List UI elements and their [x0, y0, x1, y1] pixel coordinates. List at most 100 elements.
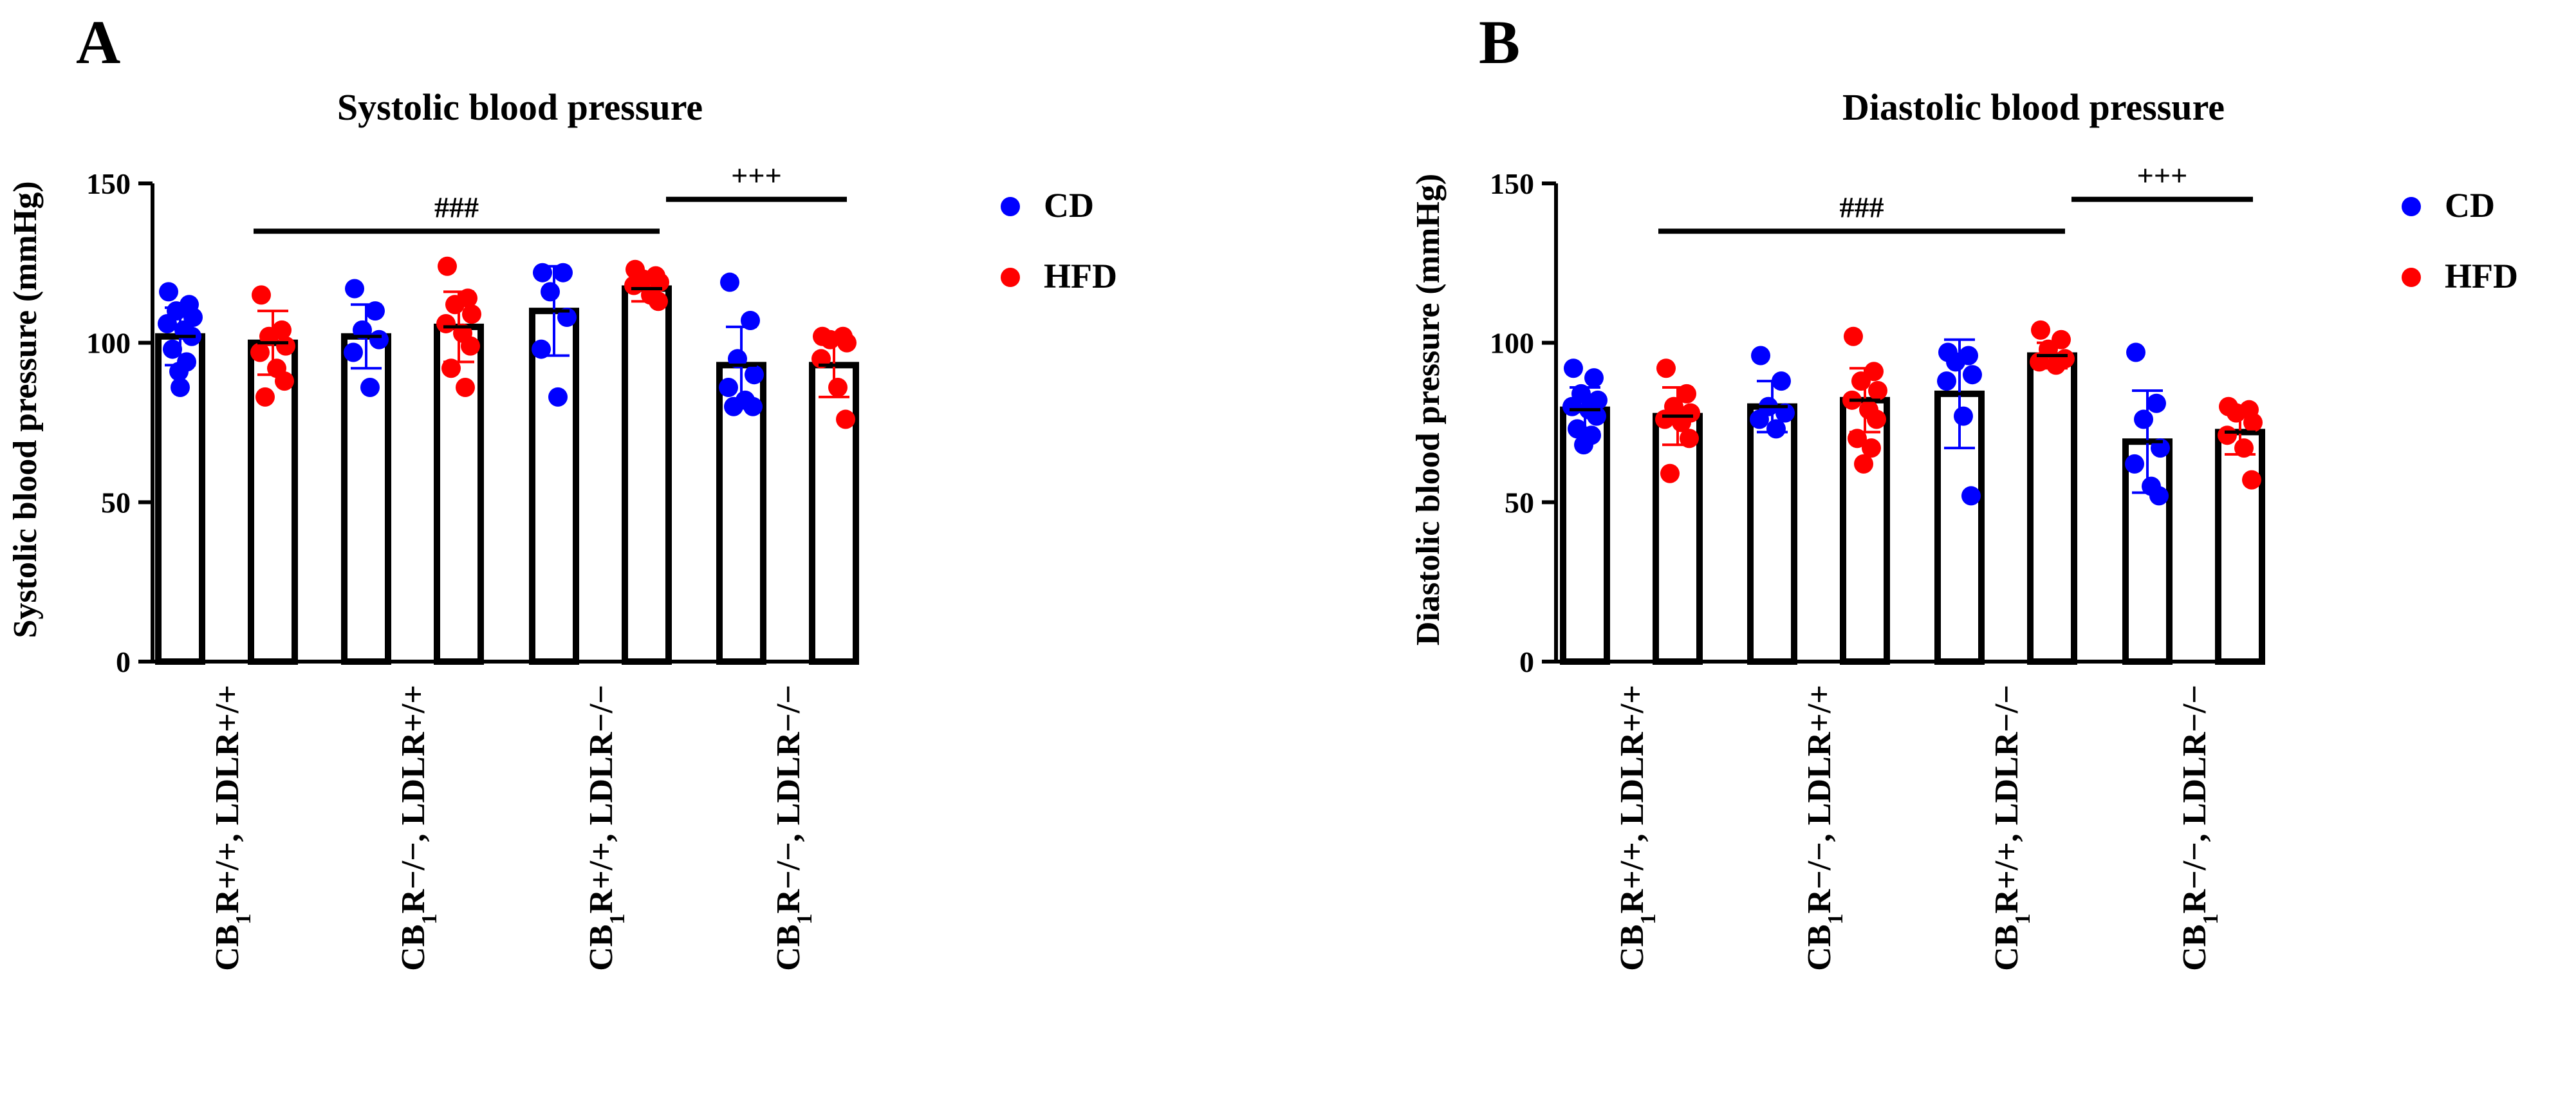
- panel-b: B Diastolic blood pressure Diastolic blood…: [1410, 8, 2518, 971]
- data-point-cd: [532, 339, 551, 359]
- data-point-cd: [171, 378, 190, 398]
- bar-hfd: [2215, 429, 2265, 665]
- category-label-suffix: R+/+, LDLR+/+: [1614, 685, 1651, 913]
- data-point-hfd: [837, 333, 857, 353]
- data-point-cd: [1751, 346, 1770, 366]
- y-tick-label: 50: [1505, 486, 1534, 519]
- data-point-cd: [533, 263, 552, 283]
- data-point-cd: [366, 301, 385, 321]
- data-point-cd: [548, 387, 568, 407]
- data-point-cd: [1564, 358, 1583, 378]
- significance-label: +++: [731, 159, 782, 192]
- data-point-cd: [159, 282, 178, 302]
- data-point-cd: [2134, 409, 2153, 429]
- category-label: CB1R+/+, LDLR+/+: [209, 685, 255, 971]
- bar-hfd: [809, 362, 859, 665]
- data-point-hfd: [2227, 403, 2246, 423]
- bar-hfd: [2027, 352, 2077, 665]
- data-point-hfd: [2243, 413, 2263, 432]
- data-point-hfd: [438, 256, 457, 276]
- y-tick-label: 100: [1490, 327, 1534, 360]
- y-tick-label: 0: [116, 645, 131, 678]
- data-point-hfd: [461, 336, 480, 356]
- bar-hfd: [434, 323, 484, 665]
- category-label-prefix: CB: [1801, 924, 1838, 970]
- category-label: CB1R−/−, LDLR−/−: [2176, 685, 2223, 971]
- y-tick-label: 150: [1490, 167, 1534, 200]
- legend-label-cd: CD: [2445, 186, 2495, 225]
- category-label: CB1R+/+, LDLR+/+: [1614, 685, 1660, 971]
- data-point-hfd: [1677, 384, 1696, 404]
- category-label-subscript: 1: [1636, 913, 1660, 924]
- data-point-hfd: [1844, 326, 1863, 346]
- data-point-hfd: [1862, 438, 1881, 458]
- significance-label: ###: [434, 190, 479, 223]
- data-point-cd: [719, 378, 738, 398]
- data-point-hfd: [445, 295, 465, 315]
- data-point-hfd: [1655, 409, 1674, 429]
- category-label: CB1R−/−, LDLR−/−: [770, 685, 817, 971]
- category-label-prefix: CB: [770, 924, 807, 970]
- y-tick-label: 0: [1519, 645, 1534, 678]
- data-point-cd: [344, 342, 363, 362]
- data-point-hfd: [2242, 470, 2261, 490]
- data-point-cd: [743, 396, 763, 416]
- significance-label: +++: [2137, 159, 2188, 192]
- category-label: CB1R−/−, LDLR+/+: [1801, 685, 1848, 971]
- category-label-subscript: 1: [418, 913, 441, 924]
- y-tick-label: 100: [86, 327, 131, 360]
- data-point-cd: [1937, 371, 1956, 391]
- data-point-hfd: [828, 378, 848, 398]
- data-point-cd: [1954, 406, 1973, 426]
- data-point-cd: [1562, 396, 1582, 416]
- data-point-hfd: [1867, 409, 1886, 429]
- data-point-hfd: [252, 285, 271, 305]
- data-point-cd: [1574, 435, 1593, 455]
- data-point-cd: [169, 362, 189, 382]
- data-point-cd: [2149, 486, 2169, 506]
- data-point-hfd: [276, 336, 295, 356]
- data-point-hfd: [2046, 355, 2066, 375]
- data-point-hfd: [255, 387, 275, 407]
- category-label-prefix: CB: [209, 924, 246, 970]
- category-label-suffix: R−/−, LDLR−/−: [2176, 685, 2213, 913]
- y-axis-label: Diastolic blood pressure (mmHg): [1410, 174, 1447, 645]
- legend-label-cd: CD: [1044, 186, 1094, 225]
- data-point-hfd: [624, 275, 644, 295]
- data-point-cd: [741, 310, 760, 330]
- category-label-prefix: CB: [583, 924, 620, 970]
- bar-hfd: [248, 339, 298, 665]
- legend-marker-cd: [1001, 197, 1020, 216]
- data-point-hfd: [441, 358, 461, 378]
- data-point-hfd: [2031, 320, 2050, 340]
- data-point-cd: [1946, 352, 1965, 372]
- category-label-suffix: R−/−, LDLR+/+: [395, 685, 432, 913]
- category-label-suffix: R−/−, LDLR+/+: [1801, 685, 1838, 913]
- data-point-cd: [724, 396, 743, 416]
- category-label: CB1R−/−, LDLR+/+: [395, 685, 441, 971]
- data-point-hfd: [1854, 454, 1873, 474]
- data-point-hfd: [1660, 463, 1680, 483]
- data-point-cd: [1766, 419, 1786, 439]
- data-point-hfd: [1851, 371, 1871, 391]
- data-point-cd: [163, 339, 182, 359]
- category-label-prefix: CB: [2176, 924, 2213, 970]
- category-label-prefix: CB: [1614, 924, 1651, 970]
- data-point-cd: [720, 272, 739, 292]
- data-point-hfd: [1868, 380, 1887, 400]
- category-label: CB1R+/+, LDLR−/−: [583, 685, 629, 971]
- data-point-cd: [1750, 409, 1769, 429]
- data-point-cd: [553, 263, 573, 283]
- legend-marker-hfd: [2402, 268, 2421, 287]
- data-point-cd: [369, 330, 389, 349]
- data-point-cd: [360, 378, 380, 398]
- data-point-cd: [541, 282, 560, 302]
- y-tick-label: 150: [86, 167, 131, 200]
- data-point-hfd: [2218, 425, 2237, 445]
- significance-label: ###: [1840, 190, 1884, 223]
- data-point-hfd: [1656, 358, 1676, 378]
- category-label-prefix: CB: [1988, 924, 2025, 970]
- y-tick-label: 50: [101, 486, 131, 519]
- legend-marker-hfd: [1001, 268, 1020, 287]
